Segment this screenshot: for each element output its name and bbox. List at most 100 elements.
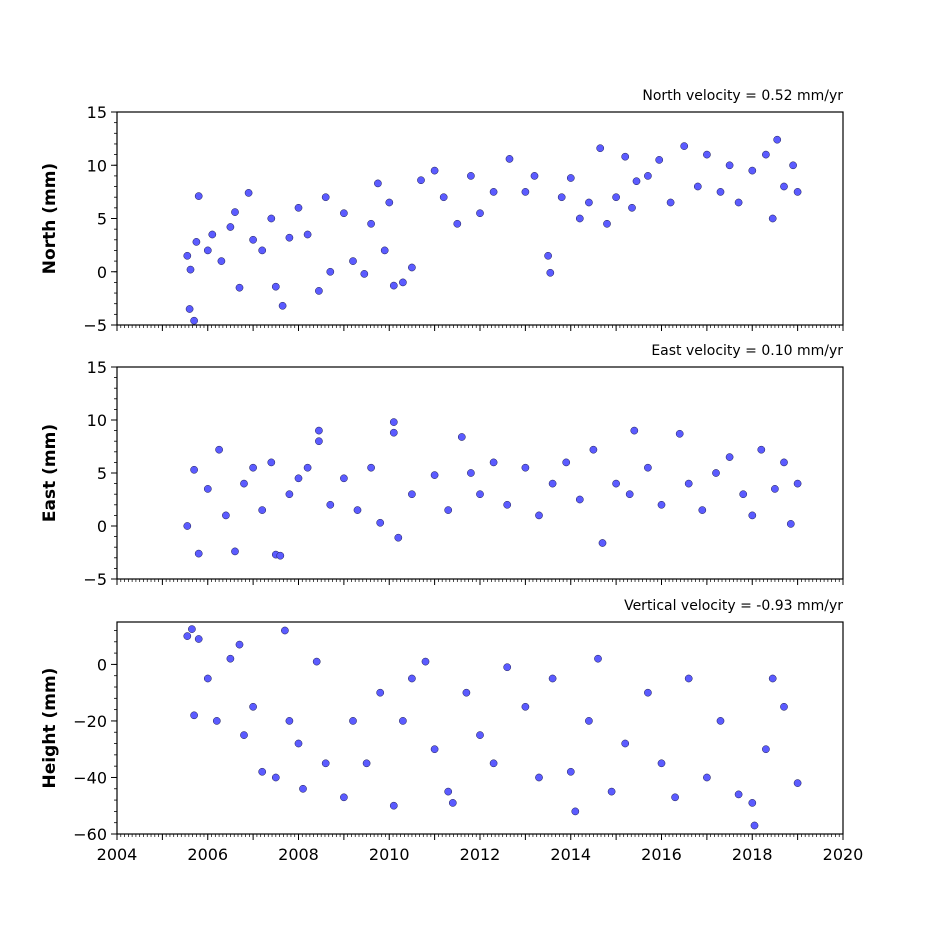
north-data-point [294, 203, 303, 212]
height-data-point [190, 711, 198, 720]
north-data-point [271, 282, 280, 291]
height-xtick-label: 2018 [732, 845, 773, 864]
height-points [183, 625, 802, 830]
north-data-point [367, 219, 375, 228]
height-data-point [548, 674, 557, 683]
east-data-point [315, 426, 323, 435]
east-ytick-label: 15 [87, 358, 107, 377]
height-data-point [750, 821, 759, 830]
north-data-point [544, 251, 552, 260]
height-data-point [294, 739, 303, 748]
east-data-point [793, 479, 802, 488]
east-data-point [389, 428, 398, 437]
north-data-point [566, 174, 575, 182]
height-data-point [312, 657, 321, 666]
east-data-point [367, 463, 375, 472]
height-data-point [644, 688, 652, 697]
east-ytick-label: −5 [83, 570, 107, 589]
east-data-point [657, 500, 666, 509]
east-data-point [712, 469, 720, 477]
height-data-point [235, 640, 244, 649]
east-data-point [476, 490, 484, 499]
north-data-point [360, 270, 369, 278]
height-ytick-label: −60 [73, 825, 107, 844]
north-data-point [417, 176, 425, 185]
north-data-point [632, 177, 641, 186]
north-data-point [285, 233, 294, 242]
east-data-point [780, 458, 788, 467]
east-data-point [203, 485, 212, 493]
east-data-point [725, 453, 734, 461]
north-ytick-label: 15 [87, 103, 107, 122]
east-data-point [303, 463, 312, 472]
height-data-point [476, 731, 484, 739]
east-data-point [625, 490, 634, 499]
height-xtick-label: 2008 [278, 845, 319, 864]
height-data-point [188, 625, 196, 633]
height-data-point [321, 759, 330, 768]
height-data-point [421, 657, 430, 666]
height-data-point [521, 702, 530, 711]
height-data-point [585, 717, 593, 725]
height-data-point [240, 731, 248, 739]
east-data-point [698, 506, 707, 514]
height-data-point [285, 717, 294, 725]
north-data-point [603, 219, 611, 228]
east-data-point [315, 437, 323, 446]
height-xtick-label: 2020 [823, 845, 864, 864]
east-ticks: −5 0 5 10 15 [83, 358, 844, 589]
north-data-point [585, 198, 593, 207]
east-data-point [190, 465, 198, 474]
north-data-point [408, 263, 416, 272]
east-data-point [408, 490, 416, 499]
height-data-point [194, 635, 203, 643]
north-data-point [349, 257, 357, 265]
east-ytick-label: 0 [97, 517, 107, 536]
north-data-point [703, 150, 711, 159]
height-data-point [566, 767, 575, 776]
north-y-axis-label: North (mm) [40, 163, 60, 274]
east-data-point [294, 474, 303, 483]
north-data-point [505, 155, 514, 163]
north-data-point [249, 235, 257, 244]
north-data-point [655, 156, 664, 164]
east-data-point [748, 511, 757, 520]
height-data-point [571, 807, 580, 816]
north-data-point [789, 161, 797, 170]
north-data-point [340, 209, 348, 218]
height-data-point [503, 663, 512, 672]
north-data-point [186, 265, 195, 274]
north-data-point [321, 193, 330, 202]
height-data-point [376, 688, 385, 697]
north-data-point [546, 268, 555, 277]
height-ytick-label: −20 [73, 712, 107, 731]
height-data-point [408, 674, 416, 683]
height-xtick-label: 2014 [550, 845, 591, 864]
east-data-point [757, 445, 766, 454]
height-xtick-label: 2016 [641, 845, 682, 864]
east-data-point [285, 490, 294, 499]
east-data-point [240, 479, 248, 488]
east-data-point [548, 479, 557, 488]
height-data-point [768, 674, 777, 683]
height-data-point [430, 745, 439, 754]
north-data-point [575, 214, 584, 223]
east-data-point [630, 426, 639, 435]
north-ytick-label: 5 [97, 210, 107, 229]
height-xtick-label: 2004 [97, 845, 138, 864]
north-data-point [185, 305, 194, 313]
east-data-point [389, 418, 398, 426]
east-data-point [326, 500, 335, 509]
north-data-point [716, 188, 725, 196]
height-data-point [389, 801, 398, 810]
east-data-point [521, 463, 530, 472]
height-data-point [349, 717, 357, 725]
north-data-point [226, 223, 235, 231]
east-data-point [684, 479, 693, 488]
height-data-point [703, 773, 711, 782]
east-data-point [739, 490, 748, 499]
east-data-point [215, 445, 223, 454]
height-data-point [340, 793, 348, 802]
height-ytick-label: −40 [73, 768, 107, 787]
